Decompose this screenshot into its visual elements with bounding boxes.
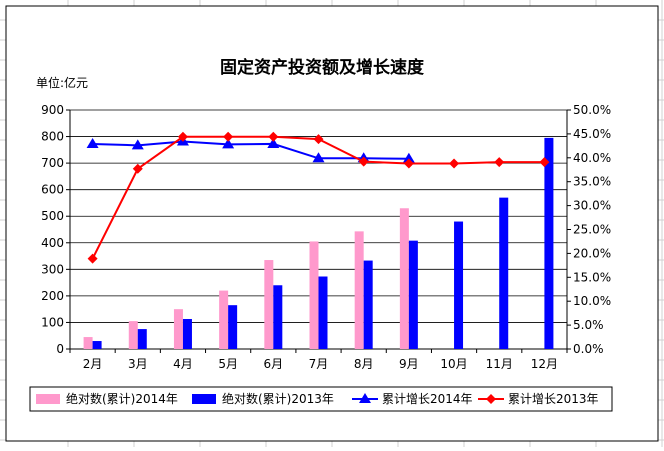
bar-2014-3	[219, 290, 229, 349]
left-tick-label-9: 900	[41, 103, 64, 117]
point-growth-2013-7	[403, 158, 414, 169]
right-tick-label-2: 10.0%	[573, 294, 611, 308]
legend-swatch-0	[36, 394, 60, 404]
x-tick-label-4: 6月	[263, 357, 283, 371]
bar-2014-5	[309, 241, 319, 349]
left-tick-label-3: 300	[41, 262, 64, 276]
point-growth-2013-5	[313, 134, 324, 145]
chart-title: 固定资产投资额及增长速度	[220, 57, 425, 78]
point-growth-2014-5	[312, 152, 325, 163]
bar-2014-0	[83, 337, 93, 349]
left-tick-label-5: 500	[41, 209, 64, 223]
legend-label-3: 累计增长2013年	[508, 392, 599, 406]
bar-2013-8	[454, 221, 464, 349]
point-growth-2014-1	[131, 139, 144, 150]
legend-marker-3	[486, 394, 496, 404]
left-tick-label-0: 0	[56, 342, 64, 356]
bar-2013-0	[92, 341, 102, 349]
bar-2013-9	[499, 197, 509, 349]
point-growth-2013-6	[358, 156, 369, 167]
x-tick-label-0: 2月	[83, 357, 103, 371]
right-tick-label-3: 15.0%	[573, 270, 611, 284]
point-growth-2013-8	[449, 158, 460, 169]
right-tick-label-4: 20.0%	[573, 246, 611, 260]
x-tick-label-5: 7月	[309, 357, 329, 371]
point-growth-2013-0	[87, 253, 98, 264]
legend-label-2: 累计增长2014年	[382, 392, 473, 406]
right-tick-label-6: 30.0%	[573, 199, 611, 213]
point-growth-2014-7	[402, 152, 415, 163]
left-tick-label-2: 200	[41, 289, 64, 303]
right-axis-ticks: 0.0% 5.0% 10.0% 15.0% 20.0% 25.0% 30.0% 35.0% 40…	[567, 103, 611, 356]
right-tick-label-0: 0.0%	[573, 342, 604, 356]
point-growth-2013-2	[177, 131, 188, 142]
x-tick-label-2: 4月	[173, 357, 193, 371]
point-growth-2014-0	[86, 137, 99, 148]
bar-2014-2	[173, 309, 183, 349]
legend-marker-2	[359, 393, 371, 403]
left-axis-unit-label: 单位:亿元	[36, 75, 88, 90]
bar-2013-7	[408, 240, 418, 349]
right-tick-label-8: 40.0%	[573, 151, 611, 165]
legend-label-0: 绝对数(累计)2014年	[66, 391, 178, 406]
bar-2013-1	[137, 329, 147, 349]
bar-2014-6	[354, 231, 364, 349]
point-growth-2013-4	[268, 131, 279, 142]
legend-box	[29, 386, 613, 412]
bar-2014-1	[128, 321, 138, 349]
x-tick-label-10: 12月	[531, 357, 558, 371]
legend-swatch-1	[192, 394, 216, 404]
x-tick-label-3: 5月	[218, 357, 238, 371]
bar-series	[83, 137, 554, 349]
point-growth-2013-1	[132, 163, 143, 174]
bar-2014-4	[264, 260, 274, 349]
point-growth-2014-4	[267, 137, 280, 148]
bar-2013-5	[318, 276, 328, 349]
bar-2013-3	[228, 305, 238, 349]
right-tick-label-7: 35.0%	[573, 175, 611, 189]
point-growth-2013-9	[494, 157, 505, 168]
x-tick-label-9: 11月	[486, 357, 513, 371]
point-growth-2013-10	[539, 157, 550, 168]
left-tick-label-4: 400	[41, 236, 64, 250]
point-growth-2013-3	[223, 131, 234, 142]
right-tick-label-5: 25.0%	[573, 223, 611, 237]
x-tick-label-7: 9月	[399, 357, 419, 371]
bar-2013-2	[182, 318, 192, 349]
left-tick-label-7: 700	[41, 156, 64, 170]
left-tick-label-6: 600	[41, 183, 64, 197]
x-tick-label-1: 3月	[128, 357, 148, 371]
left-tick-label-1: 100	[41, 315, 64, 329]
right-tick-label-1: 5.0%	[573, 318, 604, 332]
left-tick-label-8: 800	[41, 130, 64, 144]
bar-2013-4	[273, 285, 283, 349]
bar-2013-10	[544, 137, 554, 349]
right-tick-label-10: 50.0%	[573, 103, 611, 117]
x-tick-label-8: 10月	[440, 357, 467, 371]
legend-label-1: 绝对数(累计)2013年	[222, 391, 334, 406]
right-tick-label-9: 45.0%	[573, 127, 611, 141]
bar-2014-7	[399, 208, 409, 349]
left-axis-ticks: 0 100 200 300 400 500 600 700 800 900	[41, 103, 70, 356]
x-tick-label-6: 8月	[354, 357, 374, 371]
line-series	[86, 131, 550, 264]
bar-2013-6	[363, 260, 373, 349]
x-axis-ticks: 2月 3月 4月 5月 6月 7月 8月 9月 10月 11月 12月	[69, 349, 568, 371]
point-growth-2014-3	[222, 138, 235, 149]
legend: 绝对数(累计)2014年 绝对数(累计)2013年 累计增长2014年 累计增长201…	[29, 386, 613, 412]
